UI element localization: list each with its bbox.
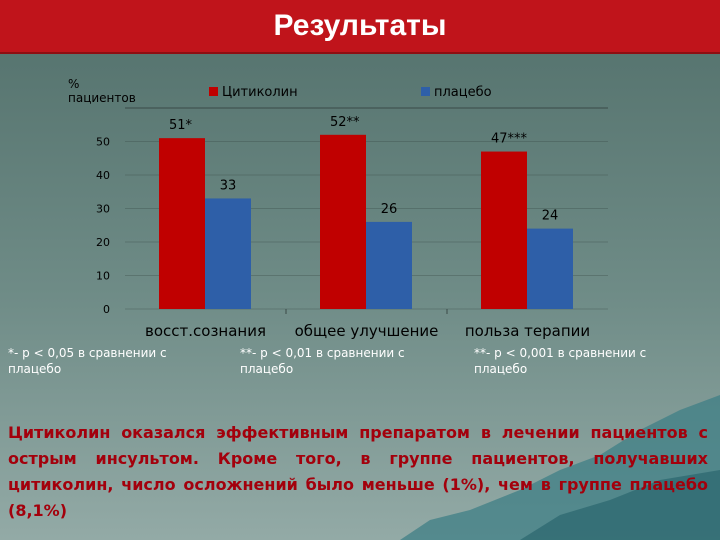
- legend-label: плацебо: [434, 85, 492, 100]
- y-tick-label: 10: [96, 270, 110, 283]
- value-label: 24: [542, 209, 559, 224]
- x-tick-label: восст.сознания: [145, 322, 266, 340]
- bar: [320, 134, 366, 309]
- bar: [159, 138, 205, 309]
- y-tick-label: 30: [96, 203, 110, 216]
- y-tick-label: 40: [96, 169, 110, 182]
- footnote: *- p < 0,05 в сравнении с плацебо: [8, 346, 167, 376]
- y-axis-label: % пациентов: [68, 77, 136, 105]
- footnote: **- p < 0,01 в сравнении с плацебо: [240, 346, 405, 376]
- y-tick-label: 50: [96, 136, 110, 149]
- bar: [366, 221, 412, 309]
- value-label: 51*: [169, 118, 193, 133]
- value-label: 52**: [330, 115, 360, 130]
- slide-title: Результаты: [273, 9, 447, 42]
- chart: % пациентов 0 10 20 30 40 50 Цитиколин плацебо во…: [68, 77, 608, 340]
- value-label: 26: [381, 202, 398, 217]
- bar: [527, 228, 573, 309]
- conclusion: Цитиколин оказался эффективным препарато…: [8, 423, 708, 520]
- value-label: 33: [220, 178, 237, 193]
- bar: [481, 151, 527, 309]
- legend-label: Цитиколин: [222, 85, 298, 100]
- value-label: 47***: [491, 132, 528, 147]
- x-tick-label: общее улучшение: [295, 322, 439, 340]
- legend-swatch: [209, 87, 218, 96]
- y-tick-label: 20: [96, 236, 110, 249]
- bar: [205, 198, 251, 309]
- x-tick-label: польза терапии: [465, 322, 590, 340]
- y-tick-label: 0: [103, 303, 110, 316]
- title-bar: [0, 0, 720, 54]
- legend-swatch: [421, 87, 430, 96]
- footnote: **- p < 0,001 в сравнении с плацебо: [474, 346, 647, 376]
